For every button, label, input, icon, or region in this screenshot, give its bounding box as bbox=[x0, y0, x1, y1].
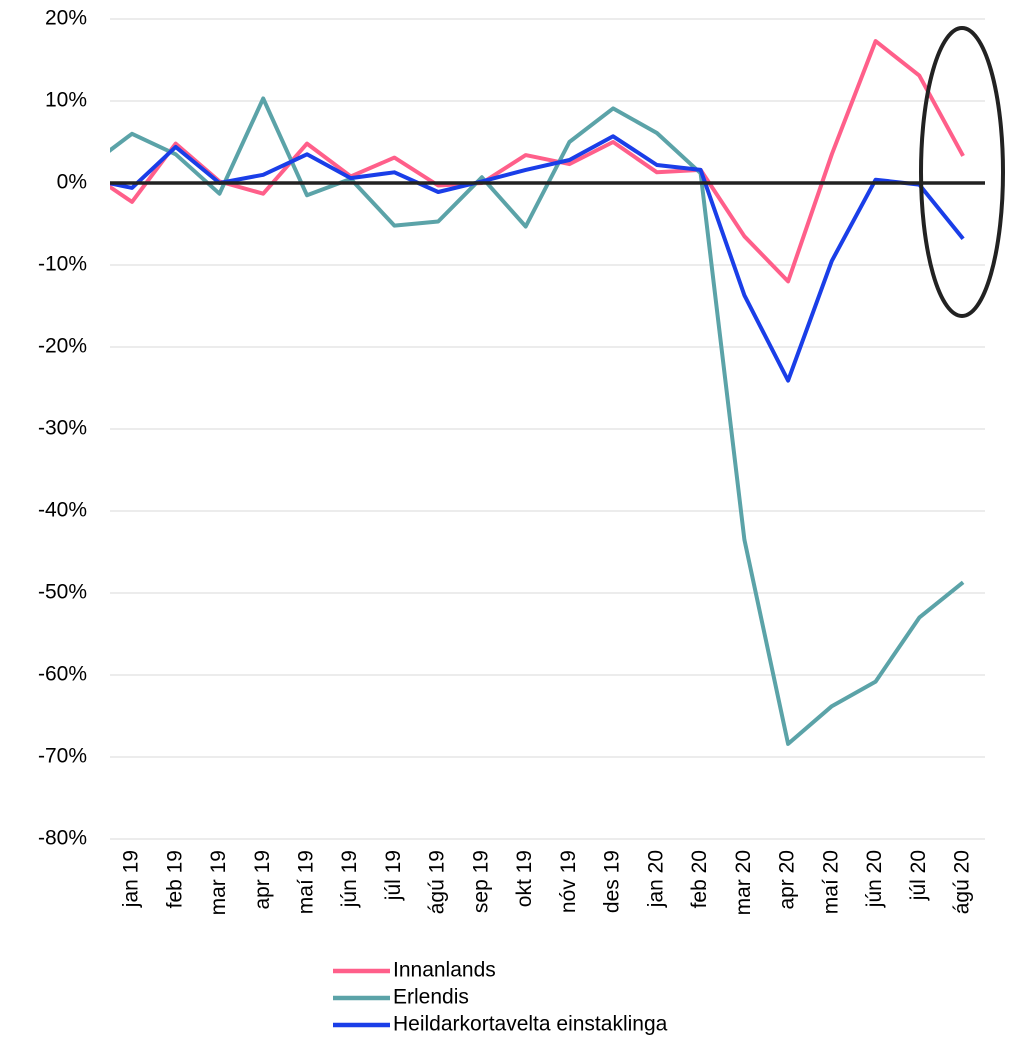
x-tick-label: júl 20 bbox=[907, 850, 930, 901]
x-tick-label: mar 20 bbox=[732, 850, 755, 915]
x-tick-label: maí 20 bbox=[819, 850, 842, 914]
x-tick-label: jan 20 bbox=[644, 850, 667, 908]
legend-label: Innanlands bbox=[393, 959, 496, 982]
y-tick-label: -80% bbox=[38, 827, 87, 850]
y-tick-label: -20% bbox=[38, 335, 87, 358]
x-tick-label: ágú 19 bbox=[426, 850, 449, 914]
x-tick-label: maí 19 bbox=[295, 850, 318, 914]
x-tick-label: apr 19 bbox=[251, 850, 274, 910]
y-tick-label: -30% bbox=[38, 417, 87, 440]
series-line bbox=[110, 134, 965, 383]
y-tick-label: 20% bbox=[45, 7, 87, 30]
x-tick-label: feb 20 bbox=[688, 850, 711, 908]
y-tick-label: 0% bbox=[57, 171, 87, 194]
x-tick-label: sep 19 bbox=[469, 850, 492, 913]
x-tick-label: nóv 19 bbox=[557, 850, 580, 913]
x-tick-label: jún 19 bbox=[338, 850, 361, 908]
x-tick-label: júl 19 bbox=[382, 850, 405, 901]
series-line bbox=[110, 39, 965, 284]
x-tick-label: jún 20 bbox=[863, 850, 886, 908]
y-tick-label: -50% bbox=[38, 581, 87, 604]
series-line bbox=[110, 96, 965, 746]
y-tick-label: 10% bbox=[45, 89, 87, 112]
plot-area bbox=[110, 39, 965, 746]
x-tick-label: ágú 20 bbox=[951, 850, 974, 914]
legend-label: Erlendis bbox=[393, 986, 469, 1009]
y-tick-label: -70% bbox=[38, 745, 87, 768]
y-tick-label: -40% bbox=[38, 499, 87, 522]
x-tick-label: mar 19 bbox=[207, 850, 230, 915]
x-tick-label: feb 19 bbox=[163, 850, 186, 908]
highlight-ellipse bbox=[919, 26, 1005, 318]
y-tick-label: -10% bbox=[38, 253, 87, 276]
legend-label: Heildarkortavelta einstaklinga bbox=[393, 1013, 668, 1036]
x-tick-label: okt 19 bbox=[513, 850, 536, 907]
x-tick-label: apr 20 bbox=[776, 850, 799, 910]
y-tick-label: -60% bbox=[38, 663, 87, 686]
x-tick-label: des 19 bbox=[601, 850, 624, 913]
x-tick-label: jan 19 bbox=[120, 850, 143, 908]
